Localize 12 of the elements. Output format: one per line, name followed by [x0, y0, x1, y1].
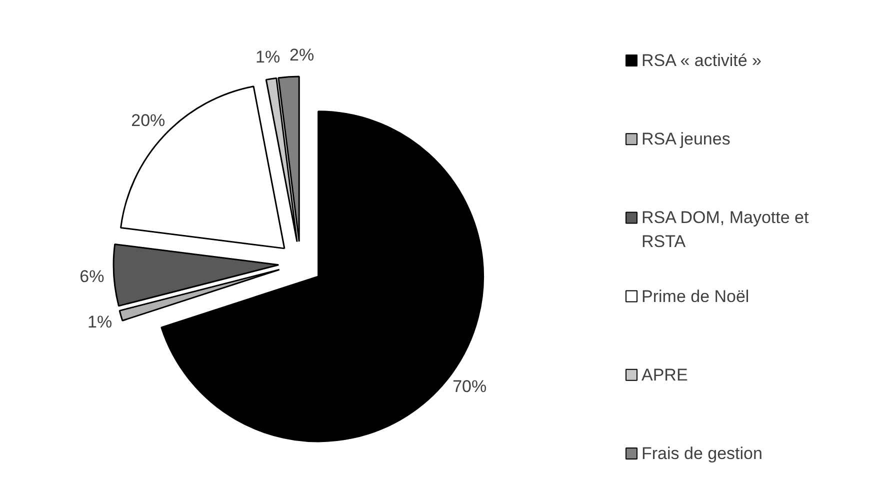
- legend-label: APRE: [642, 365, 688, 384]
- data-label: 70%: [452, 376, 487, 396]
- legend-label: Prime de Noël: [642, 286, 750, 306]
- legend-label: Frais de gestion: [642, 444, 762, 463]
- legend-label: RSA « activité »: [642, 51, 762, 70]
- legend-label: RSA DOM, Mayotte et RSTA: [642, 208, 809, 252]
- data-label: 20%: [131, 110, 166, 130]
- data-label: 1%: [88, 312, 112, 332]
- data-label: 1%: [256, 48, 280, 67]
- legend-label: RSA jeunes: [642, 130, 730, 149]
- data-label: 6%: [80, 267, 104, 286]
- data-label: 2%: [290, 45, 314, 64]
